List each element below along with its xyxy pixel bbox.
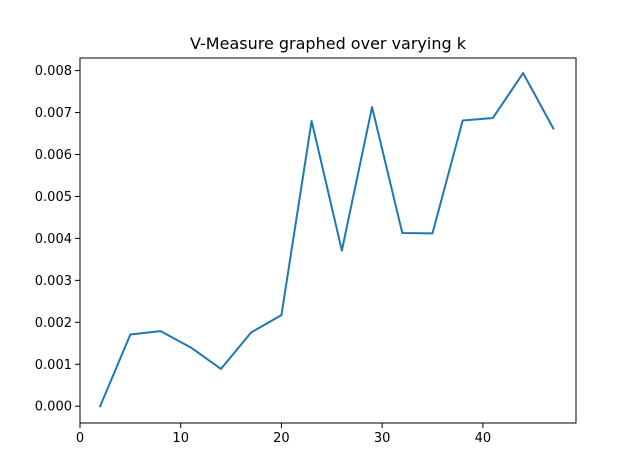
y-tick-label: 0.007 [35,106,72,121]
y-tick-label: 0.001 [35,358,72,373]
y-tick-label: 0.003 [35,274,72,289]
y-tick-label: 0.005 [35,190,72,205]
y-tick-label: 0.000 [35,400,72,415]
x-tick-label: 30 [374,431,391,446]
y-tick-label: 0.002 [35,316,72,331]
x-tick-label: 20 [273,431,290,446]
plot-frame [79,57,577,424]
x-tick-label: 40 [475,431,492,446]
y-tick-label: 0.008 [35,64,72,79]
chart-title: V-Measure graphed over varying k [190,34,467,53]
plot-area: 0 10 20 30 40 0.000 0.001 0.002 0.003 0.004 0.005 0… [35,57,577,446]
y-tick-label: 0.006 [35,148,72,163]
y-tick-label: 0.004 [35,232,72,247]
x-tick-label: 0 [76,431,84,446]
x-tick-label: 10 [172,431,189,446]
series-line-1 [98,72,555,408]
